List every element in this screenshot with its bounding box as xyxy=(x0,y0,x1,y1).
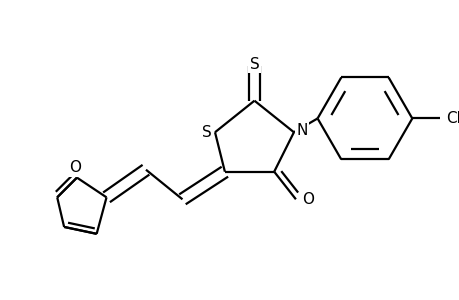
Text: N: N xyxy=(296,123,307,138)
Text: O: O xyxy=(301,192,313,207)
Text: Cl: Cl xyxy=(445,111,459,126)
Text: S: S xyxy=(202,125,212,140)
Text: O: O xyxy=(69,160,81,175)
Text: S: S xyxy=(249,57,259,72)
